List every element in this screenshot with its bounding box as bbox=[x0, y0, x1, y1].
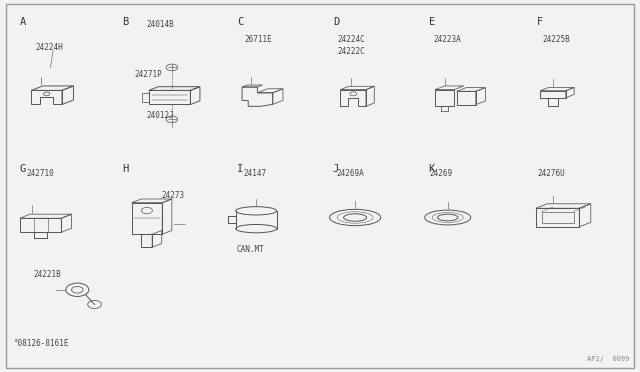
Text: 24224H: 24224H bbox=[36, 42, 63, 51]
Text: 24225B: 24225B bbox=[542, 35, 570, 44]
Text: D: D bbox=[333, 17, 339, 28]
Text: F: F bbox=[537, 17, 543, 28]
Text: 24147: 24147 bbox=[243, 169, 266, 177]
Text: 24271P: 24271P bbox=[135, 70, 163, 79]
Text: 24014B: 24014B bbox=[147, 20, 174, 29]
Text: °08126-8161E: °08126-8161E bbox=[13, 339, 69, 348]
Text: CAN.MT: CAN.MT bbox=[237, 244, 265, 253]
Text: E: E bbox=[429, 17, 435, 28]
Text: G: G bbox=[20, 164, 26, 174]
Text: 24269A: 24269A bbox=[336, 169, 364, 177]
Text: K: K bbox=[429, 164, 435, 174]
Text: H: H bbox=[122, 164, 128, 174]
Text: 24269: 24269 bbox=[430, 169, 453, 177]
Text: 24223A: 24223A bbox=[434, 35, 461, 44]
Text: 24221B: 24221B bbox=[34, 270, 61, 279]
Text: 24273: 24273 bbox=[162, 191, 185, 200]
Text: 24012J: 24012J bbox=[147, 111, 174, 120]
Text: J: J bbox=[333, 164, 339, 174]
Text: C: C bbox=[237, 17, 243, 28]
Text: 24222C: 24222C bbox=[338, 47, 365, 56]
Text: AP2/  0099: AP2/ 0099 bbox=[588, 356, 630, 362]
Text: A: A bbox=[20, 17, 26, 28]
Text: I: I bbox=[237, 164, 243, 174]
Text: 26711E: 26711E bbox=[244, 35, 273, 44]
Text: 24224C: 24224C bbox=[338, 35, 365, 44]
Text: 242710: 242710 bbox=[26, 169, 54, 177]
Text: B: B bbox=[122, 17, 128, 28]
Text: 24276U: 24276U bbox=[537, 169, 565, 177]
